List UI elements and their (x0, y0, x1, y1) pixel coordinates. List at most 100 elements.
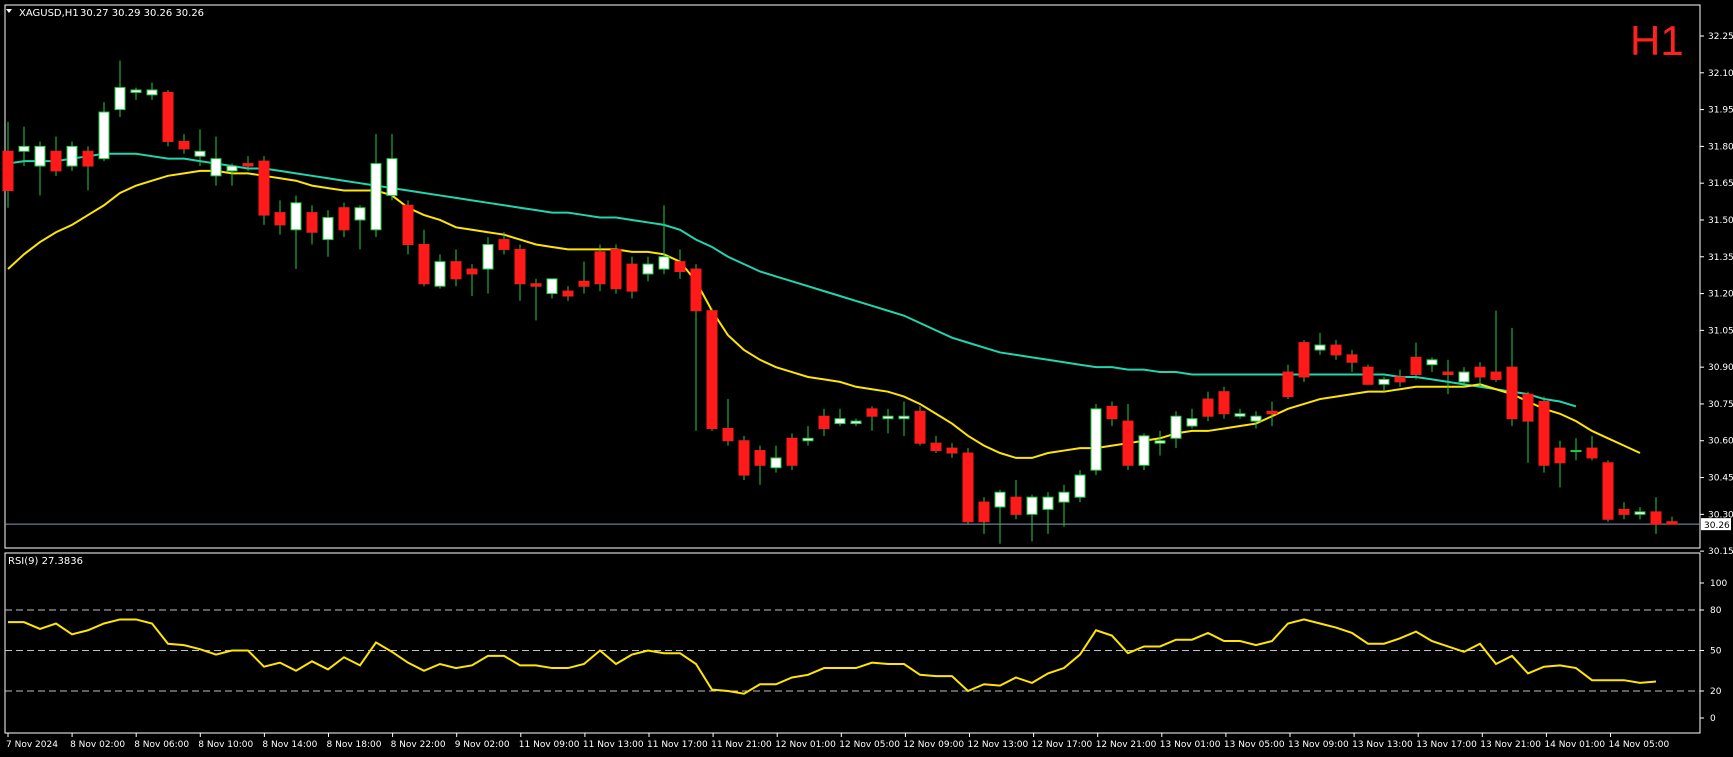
candle-body (386, 158, 398, 196)
candle-body (418, 244, 430, 285)
chevron-down-icon[interactable] (6, 9, 12, 13)
candle-body (50, 150, 62, 172)
candle-body (834, 418, 846, 425)
candle (818, 408, 830, 436)
candle (994, 489, 1006, 544)
candle-body (450, 261, 462, 280)
time-tick-label: 11 Nov 21:00 (711, 740, 772, 750)
candle (1442, 359, 1454, 395)
candle (866, 406, 878, 431)
candle (786, 433, 798, 471)
time-axis: 7 Nov 2024 8 Nov 02:00 8 Nov 06:00 8 Nov 10… (6, 733, 1669, 750)
chart-frame (4, 4, 1701, 734)
candle-body (98, 111, 110, 160)
candle (82, 146, 94, 191)
ma-slow-line (7, 152, 1577, 408)
candle-body (770, 457, 782, 469)
time-tick-label: 8 Nov 18:00 (327, 740, 382, 750)
candle-body (1058, 491, 1070, 503)
candle-body (1346, 354, 1358, 363)
candle-body (370, 163, 382, 231)
candle (754, 445, 766, 485)
candle-body (786, 437, 798, 466)
price-tick-label: 31.65 (1708, 179, 1733, 189)
candle-body (1106, 405, 1118, 420)
candle-body (498, 239, 510, 250)
candles (2, 60, 1678, 544)
candle (834, 408, 846, 427)
candle-body (898, 415, 910, 420)
candle-body (1538, 400, 1550, 466)
candle-body (1602, 462, 1614, 520)
candle (674, 249, 686, 279)
candle (978, 497, 990, 534)
time-tick-label: 12 Nov 05:00 (839, 740, 900, 750)
candle-body (1634, 511, 1646, 515)
candle (322, 210, 334, 257)
candle (1522, 391, 1534, 463)
price-tick-label: 31.35 (1708, 253, 1733, 263)
candle-body (1250, 415, 1262, 422)
candle (242, 156, 254, 171)
chart-header: XAGUSD,H1 30.27 30.29 30.26 30.26 H1 (6, 8, 1684, 64)
time-tick-label: 8 Nov 06:00 (134, 740, 189, 750)
candle-body (1426, 359, 1438, 366)
price-tick-label: 30.45 (1708, 474, 1733, 484)
ohlc-readout: 30.27 30.29 30.26 30.26 (80, 8, 204, 19)
candle (898, 401, 910, 436)
candle (578, 261, 590, 294)
candle-body (1074, 474, 1086, 498)
candle (802, 426, 814, 446)
candle-body (402, 204, 414, 246)
candle (642, 256, 654, 282)
candle-body (658, 256, 670, 270)
candle-body (1282, 371, 1294, 398)
candle-body (642, 263, 654, 275)
candle (338, 202, 350, 238)
candle-body (130, 89, 142, 93)
price-tick-label: 31.50 (1708, 216, 1733, 226)
candle-body (114, 87, 126, 111)
candle (770, 445, 782, 473)
candle (162, 89, 174, 147)
candle (1234, 408, 1246, 419)
candle (114, 60, 126, 117)
candle (226, 163, 238, 186)
candle (946, 443, 958, 458)
candle-body (1010, 496, 1022, 515)
candle-body (1122, 420, 1134, 466)
time-tick-label: 13 Nov 13:00 (1352, 740, 1413, 750)
time-tick-label: 12 Nov 09:00 (903, 740, 964, 750)
time-tick-label: 9 Nov 02:00 (455, 740, 510, 750)
candle (1570, 438, 1582, 461)
candle-body (1650, 511, 1662, 525)
candle (1042, 492, 1054, 534)
candle (1314, 332, 1326, 355)
candle (50, 136, 62, 176)
price-tick-label: 30.60 (1708, 437, 1733, 447)
candle-body (1570, 450, 1582, 453)
candle-body (1218, 391, 1230, 415)
candle (1154, 430, 1166, 456)
candle-body (738, 440, 750, 476)
timeframe-badge: H1 (1630, 17, 1684, 64)
candle (1298, 340, 1310, 382)
candle-body (1458, 371, 1470, 383)
candle-body (594, 251, 606, 285)
candle-body (290, 202, 302, 231)
candle-body (66, 145, 78, 167)
candle-body (1442, 371, 1454, 376)
candle-body (258, 160, 270, 216)
candle (1362, 364, 1374, 385)
candle-body (1554, 447, 1566, 464)
candle (882, 408, 894, 434)
candle-body (914, 410, 926, 444)
candle-body (1490, 371, 1502, 380)
candle (1474, 362, 1486, 387)
candle-body (82, 150, 94, 167)
candle-body (1586, 447, 1598, 459)
candle (530, 278, 542, 321)
candle-body (1234, 413, 1246, 417)
candle (1170, 411, 1182, 449)
